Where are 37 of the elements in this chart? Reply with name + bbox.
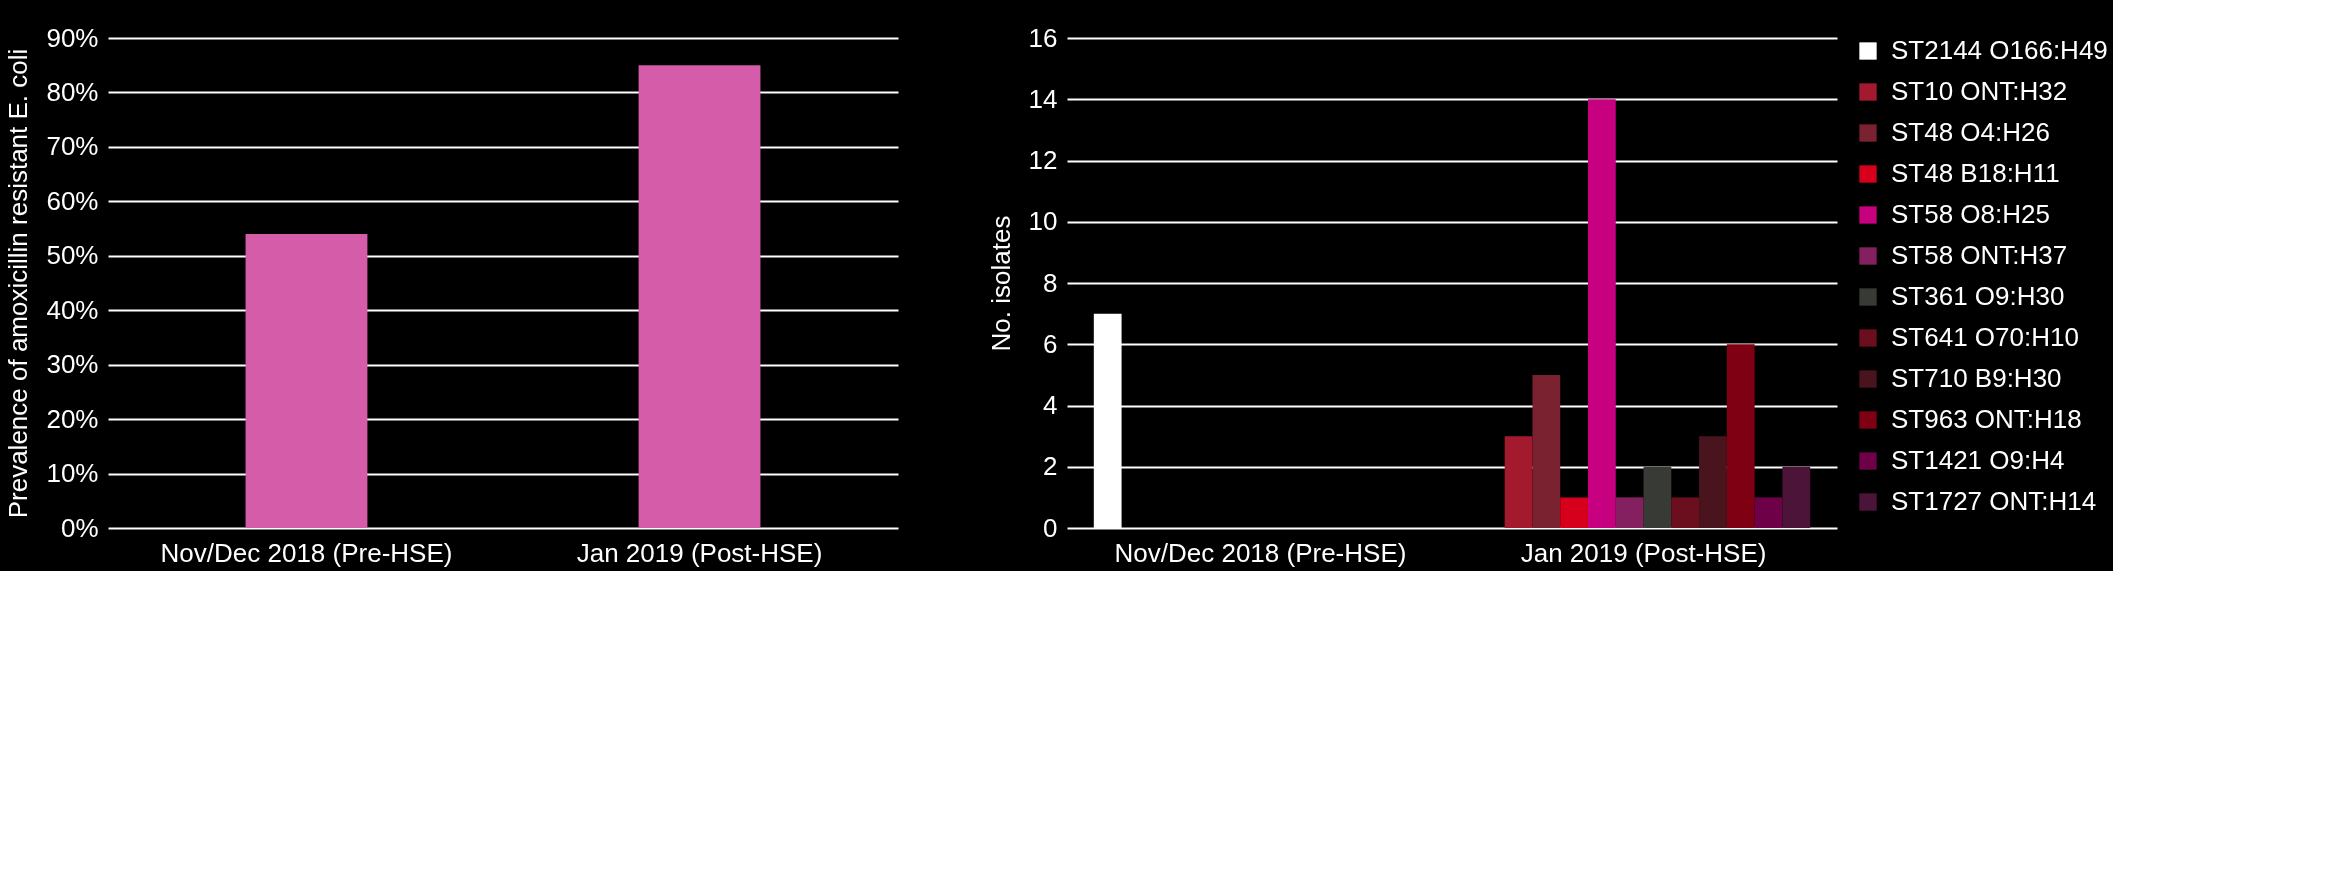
y-axis-title: No. isolates xyxy=(985,215,1016,352)
y-tick-label: 6 xyxy=(1043,328,1058,359)
y-tick-label: 60% xyxy=(46,185,99,216)
legend-label: ST361 O9:H30 xyxy=(1891,281,2065,311)
y-tick-label: 12 xyxy=(1028,145,1058,175)
y-tick-label: 90% xyxy=(46,22,99,53)
legend-label: ST58 ONT:H37 xyxy=(1891,240,2068,270)
y-tick-label: 14 xyxy=(1028,83,1058,114)
legend-label: ST2144 O166:H49 xyxy=(1891,35,2108,65)
legend-label: ST48 O4:H26 xyxy=(1891,117,2050,147)
y-tick-label: 30% xyxy=(46,349,99,380)
y-axis-title: Prevalence of amoxicillin resistant E. coli xyxy=(3,48,34,519)
y-tick-label: 80% xyxy=(46,76,99,107)
y-tick-label: 16 xyxy=(1028,22,1058,53)
legend-label: ST10 ONT:H32 xyxy=(1891,76,2068,106)
legend-label: ST710 B9:H30 xyxy=(1891,363,2062,393)
y-tick-label: 70% xyxy=(46,131,99,162)
y-tick-label: 0 xyxy=(1043,512,1058,543)
y-tick-label: 50% xyxy=(46,240,99,271)
x-tick-label: Jan 2019 (Post-HSE) xyxy=(576,537,823,568)
y-tick-label: 20% xyxy=(46,403,99,434)
legend-label: ST1727 ONT:H14 xyxy=(1891,486,2097,516)
y-tick-label: 4 xyxy=(1043,390,1058,420)
x-tick-label: Nov/Dec 2018 (Pre-HSE) xyxy=(160,537,453,568)
legend-label: ST1421 O9:H4 xyxy=(1891,445,2065,475)
x-tick-label: Jan 2019 (Post-HSE) xyxy=(1520,537,1767,568)
y-tick-label: 8 xyxy=(1043,267,1058,298)
y-tick-label: 0% xyxy=(60,512,99,543)
x-tick-label: Nov/Dec 2018 (Pre-HSE) xyxy=(1114,537,1407,568)
legend-label: ST641 O70:H10 xyxy=(1891,322,2079,352)
y-tick-label: 2 xyxy=(1043,451,1058,482)
y-tick-label: 40% xyxy=(46,294,99,325)
legend-label: ST963 ONT:H18 xyxy=(1891,404,2082,434)
y-tick-label: 10 xyxy=(1028,206,1058,237)
legend-label: ST48 B18:H11 xyxy=(1891,158,2060,188)
legend-label: ST58 O8:H25 xyxy=(1891,199,2050,229)
y-tick-label: 10% xyxy=(46,458,99,489)
